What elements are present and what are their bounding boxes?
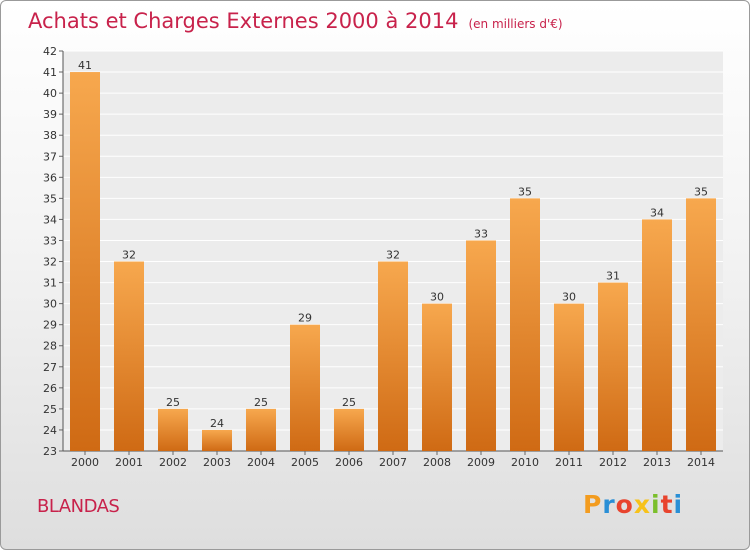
bar — [334, 408, 364, 451]
chart-subtitle: (en milliers d'€) — [468, 17, 563, 31]
x-tick-label: 2010 — [511, 456, 539, 469]
y-tick-label: 30 — [43, 298, 57, 311]
x-tick-label: 2012 — [599, 456, 627, 469]
bar — [158, 408, 188, 451]
proxiti-logo: Proxiti — [583, 490, 683, 519]
logo-letter: P — [583, 490, 603, 519]
x-tick-label: 2001 — [115, 456, 143, 469]
x-tick-label: 2000 — [71, 456, 99, 469]
y-tick-label: 31 — [43, 277, 57, 290]
bar — [598, 282, 628, 451]
bar-value-label: 41 — [78, 59, 92, 72]
bar-value-label: 25 — [166, 396, 180, 409]
logo-letter: x — [633, 490, 651, 519]
commune-name: BLANDAS — [37, 496, 120, 517]
bar — [202, 429, 232, 451]
y-tick-label: 26 — [43, 382, 57, 395]
y-tick-label: 34 — [43, 213, 57, 226]
y-tick-label: 35 — [43, 192, 57, 205]
bar — [554, 303, 584, 451]
logo-letter: t — [660, 490, 674, 519]
y-tick-label: 39 — [43, 108, 57, 121]
y-tick-label: 36 — [43, 171, 57, 184]
x-tick-label: 2008 — [423, 456, 451, 469]
y-tick-label: 27 — [43, 361, 57, 374]
x-tick-label: 2013 — [643, 456, 671, 469]
y-tick-label: 29 — [43, 319, 57, 332]
bar-value-label: 24 — [210, 417, 224, 430]
logo-letter: i — [651, 490, 661, 519]
bar-value-label: 30 — [430, 291, 444, 304]
bar-value-label: 29 — [298, 312, 312, 325]
y-tick-label: 37 — [43, 150, 57, 163]
bar — [246, 408, 276, 451]
bar-value-label: 30 — [562, 291, 576, 304]
bar — [114, 261, 144, 451]
y-tick-label: 25 — [43, 403, 57, 416]
logo-letter: o — [615, 490, 634, 519]
x-tick-label: 2007 — [379, 456, 407, 469]
bar — [510, 198, 540, 451]
y-tick-label: 28 — [43, 340, 57, 353]
bar — [290, 324, 320, 451]
y-tick-label: 42 — [43, 45, 57, 58]
y-tick-label: 24 — [43, 424, 57, 437]
bar-value-label: 33 — [474, 227, 488, 240]
bar — [642, 219, 672, 451]
bar-value-label: 35 — [518, 185, 532, 198]
bar-value-label: 35 — [694, 185, 708, 198]
bar — [70, 72, 100, 451]
bar — [466, 240, 496, 451]
bar-value-label: 32 — [122, 249, 136, 262]
x-tick-label: 2011 — [555, 456, 583, 469]
bar-value-label: 25 — [342, 396, 356, 409]
bar-value-label: 31 — [606, 270, 620, 283]
bar-value-label: 32 — [386, 249, 400, 262]
bar — [422, 303, 452, 451]
y-tick-label: 40 — [43, 87, 57, 100]
y-tick-label: 41 — [43, 66, 57, 79]
y-tick-label: 33 — [43, 234, 57, 247]
chart-title: Achats et Charges Externes 2000 à 2014 (e… — [28, 9, 563, 33]
x-tick-label: 2005 — [291, 456, 319, 469]
bar-value-label: 25 — [254, 396, 268, 409]
bar — [686, 198, 716, 451]
y-tick-label: 38 — [43, 129, 57, 142]
x-tick-label: 2003 — [203, 456, 231, 469]
y-tick-label: 23 — [43, 445, 57, 458]
logo-letter: i — [673, 490, 684, 519]
x-tick-label: 2004 — [247, 456, 275, 469]
bar-value-label: 34 — [650, 206, 664, 219]
x-tick-label: 2014 — [687, 456, 715, 469]
x-tick-label: 2006 — [335, 456, 363, 469]
chart-title-text: Achats et Charges Externes 2000 à 2014 — [28, 9, 459, 33]
x-tick-label: 2002 — [159, 456, 187, 469]
bar — [378, 261, 408, 451]
logo-letter: r — [602, 490, 616, 519]
x-tick-label: 2009 — [467, 456, 495, 469]
y-tick-label: 32 — [43, 256, 57, 269]
